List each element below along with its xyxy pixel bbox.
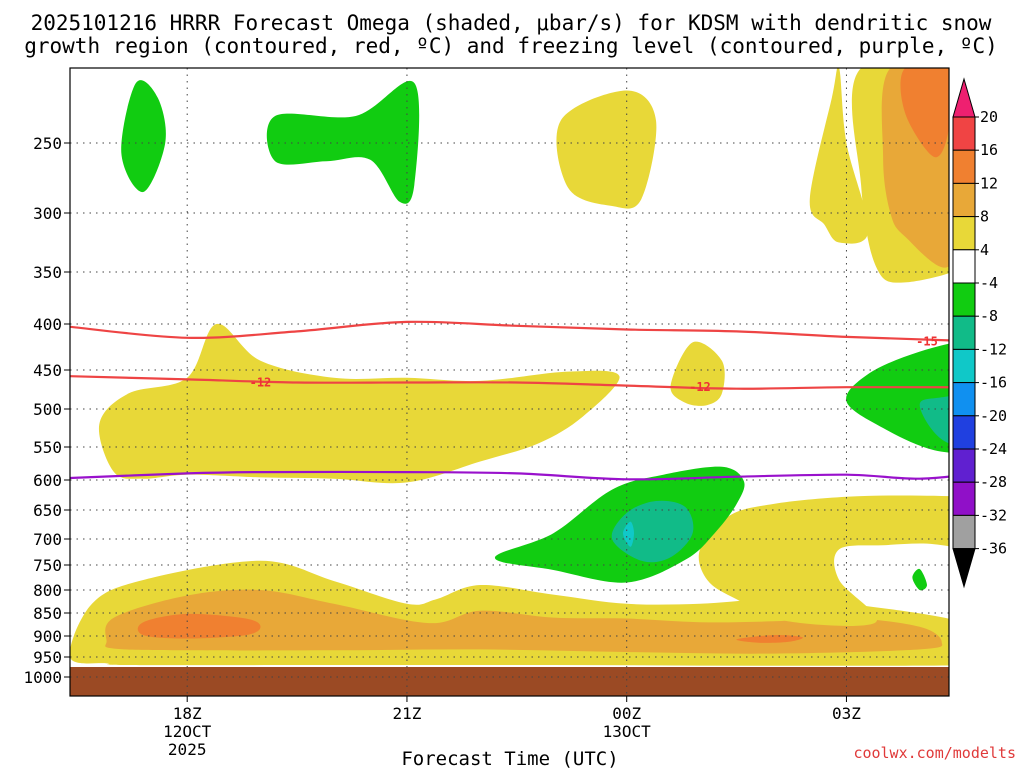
y-tick-label-900: 900	[33, 627, 62, 646]
x-axis-title: Forecast Time (UTC)	[401, 748, 618, 768]
omega-region-16	[121, 80, 166, 193]
iso-label-1: -12	[689, 380, 711, 394]
colorbar-box-2	[952, 149, 976, 184]
y-tick-label-300: 300	[33, 204, 62, 223]
y-tick-label-250: 250	[33, 134, 62, 153]
omega-region-7	[698, 495, 949, 626]
iso-label-0: -12	[250, 375, 272, 389]
plot-area: -12 -12 -12 -15	[69, 67, 1024, 697]
y-tick-label-800: 800	[33, 581, 62, 600]
y-tick-label-1000: 1000	[23, 668, 62, 687]
y-tick-label-600: 600	[33, 471, 62, 490]
omega-region-25	[611, 500, 694, 563]
colorbar-label-8: -16	[980, 374, 1007, 392]
y-tick-label-500: 500	[33, 400, 62, 419]
colorbar-label-4: 4	[980, 241, 989, 259]
colorbar-bottom-arrow	[952, 548, 976, 589]
omega-region-21	[919, 396, 949, 444]
omega-region-13	[809, 68, 869, 244]
colorbar-label-10: -24	[980, 440, 1007, 458]
colorbar-label-6: -8	[980, 307, 998, 325]
omega-region-6	[1015, 536, 1024, 587]
x-tick-label-21Z: 21Z	[392, 704, 421, 723]
colorbar-label-12: -32	[980, 506, 1007, 524]
plot-frame	[69, 67, 950, 697]
colorbar-label-3: 8	[980, 208, 989, 226]
y-tick-label-850: 850	[33, 604, 62, 623]
colorbar-label-9: -20	[980, 407, 1007, 425]
colorbar-box-8	[952, 348, 976, 384]
y-tick-label-350: 350	[33, 263, 62, 282]
omega-region-3	[736, 635, 803, 643]
x-year-label-18Z: 2025	[168, 740, 207, 759]
omega-region-2	[137, 613, 261, 639]
x-date-label-00Z: 13OCT	[603, 722, 652, 741]
omega-shading	[70, 68, 1024, 666]
colorbar-label-1: 16	[980, 141, 998, 159]
x-tick-label-03Z: 03Z	[832, 704, 861, 723]
x-tick-label-18Z: 18Z	[173, 704, 202, 723]
colorbar-label-0: 20	[980, 108, 998, 126]
x-tick-label-00Z: 00Z	[612, 704, 641, 723]
colorbar-top-arrow	[952, 77, 976, 118]
colorbar-box-4	[952, 216, 976, 251]
iso-label-3: -15	[916, 334, 938, 348]
colorbar-label-7: -12	[980, 340, 1007, 358]
omega-region-5	[1002, 520, 1024, 595]
ground-surface	[70, 667, 949, 696]
omega-region-14	[556, 90, 657, 209]
colorbar-label-11: -28	[980, 473, 1007, 491]
colorbar-label-13: -36	[980, 540, 1007, 558]
colorbar-box-9	[952, 382, 976, 417]
y-tick-label-950: 950	[33, 648, 62, 667]
omega-region-17	[266, 80, 420, 204]
contour-line-0	[70, 320, 949, 342]
colorbar-label-5: -4	[980, 274, 998, 292]
colorbar-label-2: 12	[980, 174, 998, 192]
colorbar-box-5	[952, 249, 976, 284]
omega-region-20	[846, 343, 949, 453]
omega-region-26	[623, 521, 634, 547]
colorbar-box-6	[952, 282, 976, 317]
colorbar: 20 16 12 8 4 -4 -8 -12 -16 -20 -24 -28 -32 -36	[952, 77, 1007, 589]
colorbar-box-10	[952, 415, 976, 450]
x-date-label-18Z: 12OCT	[163, 722, 212, 741]
colorbar-box-11	[952, 448, 976, 483]
colorbar-box-12	[952, 481, 976, 516]
y-tick-label-750: 750	[33, 556, 62, 575]
y-tick-label-550: 550	[33, 438, 62, 457]
chart-title-line-2: growth region (contoured, red, ºC) and f…	[24, 34, 998, 58]
contour-line-2	[70, 470, 949, 481]
colorbar-box-13	[952, 514, 976, 550]
y-tick-label-700: 700	[33, 530, 62, 549]
colorbar-box-3	[952, 182, 976, 218]
omega-region-1	[105, 589, 943, 654]
y-tick-label-400: 400	[33, 315, 62, 334]
contour-labels: -12-12-12-15	[250, 334, 938, 394]
grid-lines	[70, 68, 949, 696]
omega-region-9	[670, 341, 725, 406]
y-tick-label-450: 450	[33, 361, 62, 380]
omega-region-12	[900, 68, 949, 158]
x-axis: 18Z12OCT202521Z00Z13OCT03Z06Z09Z	[163, 696, 861, 759]
contour-lines	[70, 320, 949, 481]
colorbar-box-7	[952, 315, 976, 350]
contour-line-1	[70, 375, 949, 390]
y-axis: 250 300 350 400 450 500 550 600 650 700 750 800 850 9…	[23, 134, 70, 687]
y-tick-label-650: 650	[33, 501, 62, 520]
chart-title-line-1: 2025101216 HRRR Forecast Omega (shaded, …	[31, 11, 992, 35]
omega-region-8	[98, 323, 620, 484]
credit-link[interactable]: coolwx.com/modelts	[853, 744, 1016, 762]
colorbar-box-1	[952, 116, 976, 151]
omega-region-27	[912, 568, 927, 591]
